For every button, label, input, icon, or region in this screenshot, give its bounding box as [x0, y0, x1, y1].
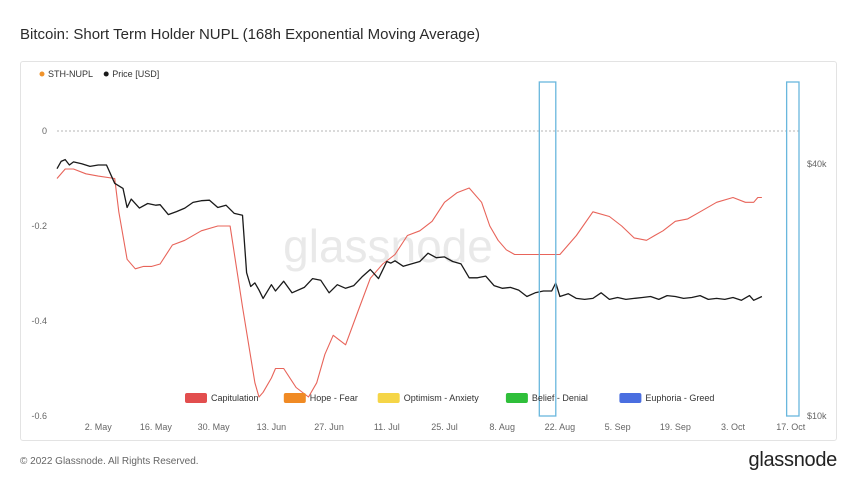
y-left-tick-label: 0	[42, 126, 47, 136]
x-tick-label: 5. Sep	[605, 422, 631, 432]
y-left-tick-label: -0.2	[31, 221, 47, 231]
highlight-box	[538, 81, 557, 417]
y-left-tick-label: -0.4	[31, 316, 47, 326]
zone-legend-label: Hope - Fear	[310, 393, 358, 403]
copyright-text: © 2022 Glassnode. All Rights Reserved.	[20, 456, 199, 467]
y-right-tick-label: $10k	[807, 411, 827, 421]
y-right-tick-label: $40k	[807, 159, 827, 169]
zone-legend-label: Belief - Denial	[532, 393, 588, 403]
x-tick-label: 16. May	[140, 422, 173, 432]
x-tick-label: 19. Sep	[660, 422, 691, 432]
zone-legend-label: Euphoria - Greed	[645, 393, 714, 403]
zone-legend-swatch	[505, 393, 528, 403]
x-tick-label: 22. Aug	[545, 422, 576, 432]
x-tick-label: 2. May	[85, 422, 113, 432]
x-tick-label: 27. Jun	[314, 422, 344, 432]
chart-title: Bitcoin: Short Term Holder NUPL (168h Ex…	[20, 26, 480, 43]
highlight-box	[785, 81, 800, 417]
chart-panel: glassnode 0 -0.2 -0.4 -0.6 $40k $10k 2. May 16. …	[20, 61, 837, 441]
zone-legend-swatch	[185, 393, 207, 403]
x-tick-label: 11. Jul	[374, 422, 400, 432]
brand-logo: glassnode	[748, 449, 838, 471]
legend-dot	[103, 71, 109, 77]
x-tick-label: 17. Oct	[776, 422, 806, 432]
x-tick-label: 3. Oct	[721, 422, 746, 432]
zone-legend-swatch	[619, 393, 642, 403]
sth-nupl-line	[56, 168, 762, 398]
legend-dot	[39, 71, 45, 77]
legend-label: Price [USD]	[112, 69, 159, 79]
x-tick-label: 30. May	[198, 422, 231, 432]
x-tick-label: 13. Jun	[257, 422, 287, 432]
price-line	[56, 158, 763, 301]
zone-legend-swatch	[377, 393, 400, 403]
x-tick-label: 25. Jul	[431, 422, 458, 432]
zone-legend-label: Optimism - Anxiety	[404, 393, 480, 403]
y-left-tick-label: -0.6	[31, 411, 47, 421]
legend-label: STH-NUPL	[48, 69, 93, 79]
zone-legend-label: Capitulation	[211, 393, 259, 403]
x-tick-label: 8. Aug	[489, 422, 515, 432]
zone-legend-swatch	[283, 393, 306, 403]
